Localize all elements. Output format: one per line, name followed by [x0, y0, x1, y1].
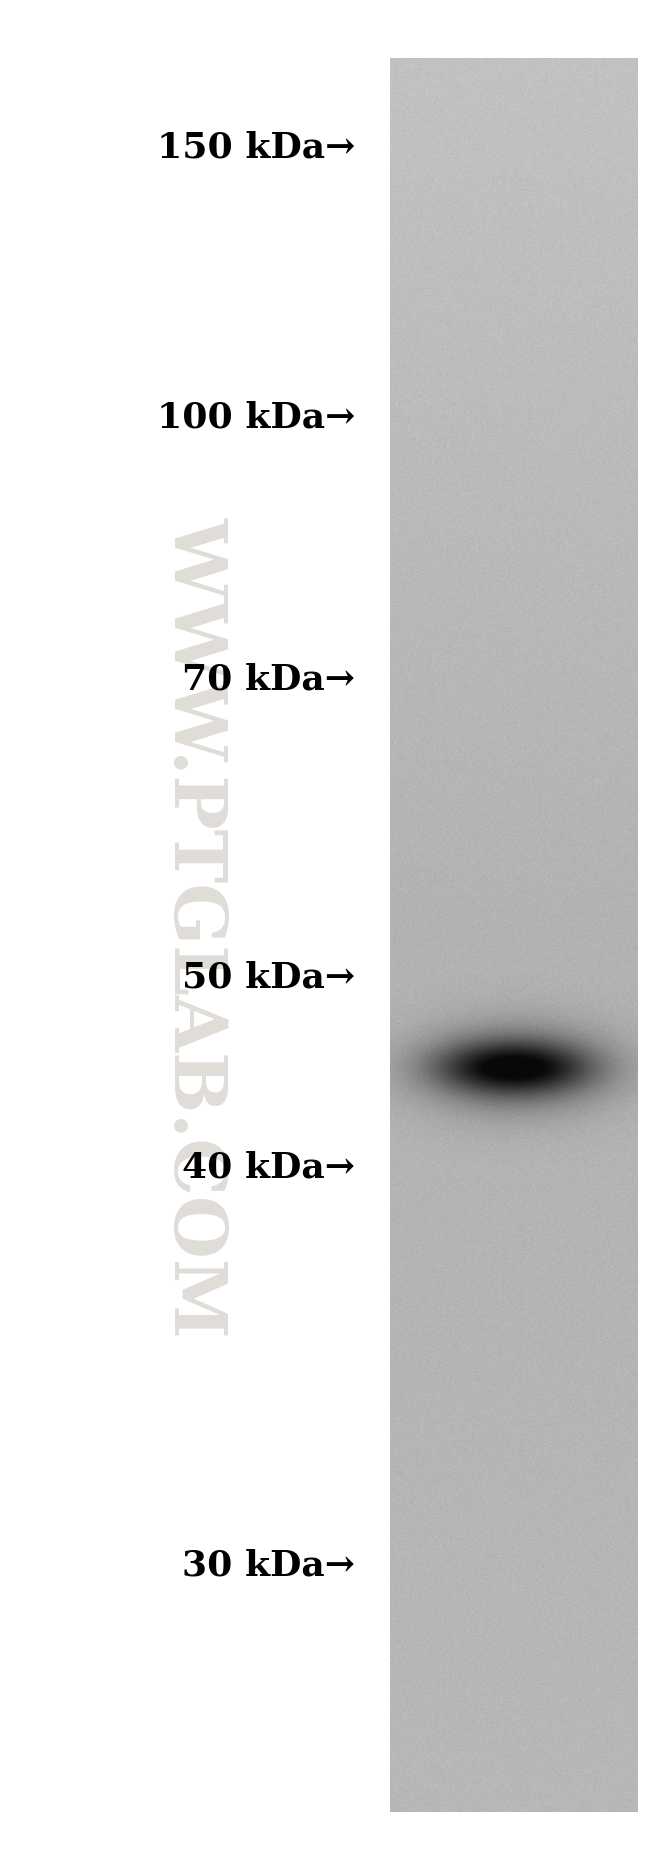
Text: WWW.PTGLAB.COM: WWW.PTGLAB.COM	[159, 518, 231, 1337]
Text: 150 kDa→: 150 kDa→	[157, 132, 355, 165]
Text: 70 kDa→: 70 kDa→	[182, 662, 355, 697]
Text: 100 kDa→: 100 kDa→	[157, 401, 355, 436]
Text: 40 kDa→: 40 kDa→	[182, 1150, 355, 1185]
Text: 50 kDa→: 50 kDa→	[182, 961, 355, 994]
Text: 30 kDa→: 30 kDa→	[182, 1549, 355, 1582]
